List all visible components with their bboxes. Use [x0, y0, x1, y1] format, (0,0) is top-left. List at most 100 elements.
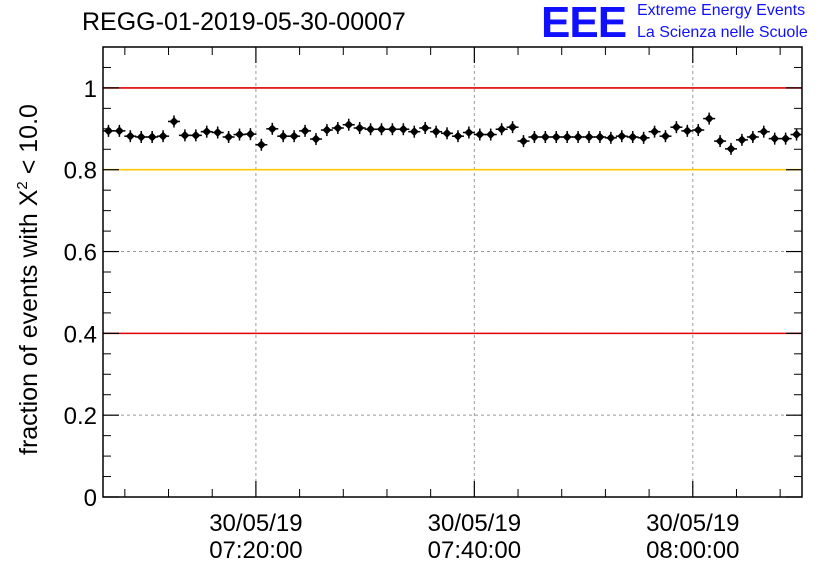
data-point	[211, 126, 224, 139]
x-tick-date: 30/05/19	[209, 510, 302, 537]
data-point	[659, 130, 672, 143]
data-point	[735, 133, 748, 146]
point-marker	[562, 132, 572, 142]
data-point	[746, 131, 759, 143]
data-point	[167, 115, 180, 128]
point-marker	[551, 132, 561, 142]
data-point	[561, 131, 574, 143]
point-marker	[191, 130, 201, 140]
data-point	[375, 123, 388, 136]
data-point	[451, 130, 464, 143]
data-point	[309, 133, 322, 146]
y-tick-label: 0.4	[64, 321, 97, 348]
data-point	[626, 131, 639, 143]
data-point	[200, 125, 213, 138]
point-marker	[486, 130, 496, 140]
point-marker	[103, 126, 113, 136]
data-point	[637, 131, 650, 144]
point-marker	[529, 132, 539, 142]
point-marker	[256, 140, 266, 150]
x-tick-time: 07:20:00	[209, 537, 302, 564]
data-point	[277, 130, 290, 143]
point-marker	[759, 127, 769, 137]
x-tick-time: 07:40:00	[428, 537, 521, 564]
point-marker	[136, 132, 146, 142]
data-point	[386, 123, 399, 136]
point-marker	[202, 127, 212, 137]
data-point	[681, 124, 694, 137]
data-point	[670, 121, 683, 134]
point-marker	[682, 126, 692, 136]
point-marker	[595, 132, 605, 142]
point-marker	[180, 130, 190, 140]
reference-lines	[103, 87, 802, 335]
point-marker	[278, 131, 288, 141]
data-point	[462, 126, 475, 139]
data-point	[222, 131, 235, 143]
data-point	[102, 124, 115, 137]
point-marker	[333, 123, 343, 133]
y-axis-label: fraction of events with X2 < 10.0	[14, 104, 43, 455]
point-marker	[409, 127, 419, 137]
data-point	[255, 138, 268, 151]
point-marker	[628, 132, 638, 142]
x-tick-date: 30/05/19	[646, 510, 739, 537]
data-point	[430, 125, 443, 138]
data-point	[189, 129, 202, 142]
point-marker	[442, 128, 452, 138]
point-marker	[453, 131, 463, 141]
y-axis-label-main: fraction of events with	[15, 206, 43, 455]
y-tick-label: 0.6	[64, 240, 97, 267]
point-marker	[650, 127, 660, 137]
data-point	[528, 131, 541, 143]
point-marker	[125, 131, 135, 141]
data-point	[233, 128, 246, 141]
point-marker	[671, 122, 681, 132]
data-point	[768, 132, 781, 145]
point-marker	[420, 123, 430, 133]
point-marker	[355, 123, 365, 133]
point-marker	[267, 124, 277, 134]
data-point	[495, 123, 508, 136]
logo-line-2: La Scienza nelle Scuole	[637, 24, 808, 41]
point-marker	[497, 124, 507, 134]
y-tick-label: 0.8	[64, 158, 97, 185]
data-point	[135, 131, 148, 143]
point-marker	[737, 135, 747, 145]
data-point	[604, 131, 617, 144]
y-axis-label-tail: < 10.0	[15, 104, 43, 181]
data-point	[615, 130, 628, 143]
point-marker	[726, 144, 736, 154]
point-marker	[387, 124, 397, 134]
point-marker	[748, 132, 758, 142]
data-point	[342, 118, 355, 131]
point-marker	[660, 131, 670, 141]
data-point	[178, 129, 191, 142]
x-tick-time: 08:00:00	[646, 537, 739, 564]
x-tick-labels: 30/05/1907:20:0030/05/1907:40:0030/05/19…	[209, 510, 739, 564]
plot-frame	[102, 46, 803, 498]
point-marker	[213, 128, 223, 137]
point-marker	[573, 132, 583, 142]
y-tick-label: 0.2	[64, 403, 97, 430]
data-point	[550, 131, 563, 143]
point-marker	[475, 130, 485, 140]
data-point	[572, 131, 585, 143]
data-point	[725, 142, 738, 155]
data-point	[113, 124, 126, 137]
point-marker	[693, 125, 703, 135]
data-point	[299, 124, 312, 137]
grid	[103, 47, 802, 497]
point-marker	[245, 129, 255, 139]
data-point	[320, 124, 333, 137]
data-point	[714, 135, 727, 148]
data-point	[397, 123, 410, 136]
data-point	[473, 128, 486, 141]
data-points	[102, 112, 803, 155]
point-marker	[300, 126, 310, 136]
point-marker	[344, 120, 354, 130]
y-tick-label: 1	[84, 76, 97, 103]
y-tick-labels: 0 0.2 0.4 0.6 0.8 1	[64, 76, 97, 512]
data-point	[757, 125, 770, 138]
